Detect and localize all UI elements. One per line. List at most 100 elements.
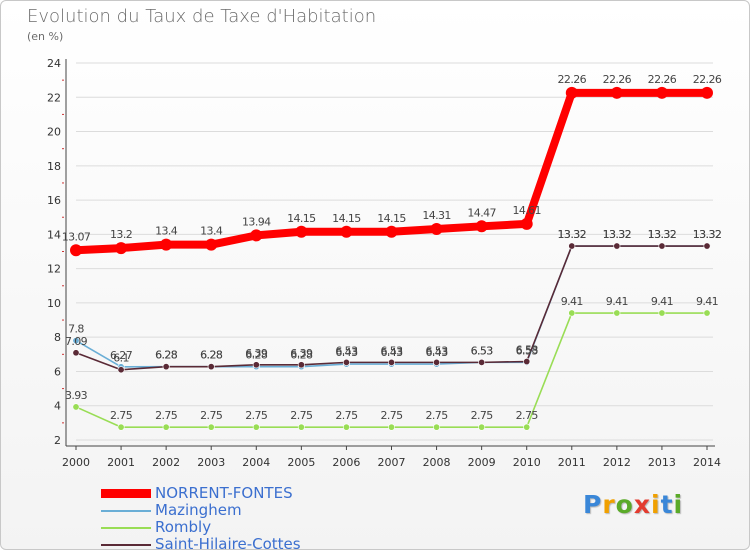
y-tick-label: 6 — [54, 365, 61, 378]
data-point — [72, 403, 80, 411]
data-label: 14.61 — [512, 204, 541, 217]
data-label: 6.43 — [426, 346, 449, 359]
logo-letter: t — [660, 490, 674, 519]
data-point — [117, 423, 125, 431]
data-point — [565, 86, 578, 99]
data-label: 9.41 — [561, 295, 583, 308]
x-tick-label: 2010 — [513, 456, 541, 469]
data-point — [162, 423, 170, 431]
data-point — [252, 423, 260, 431]
data-point — [207, 423, 215, 431]
data-label: 2.75 — [335, 409, 358, 422]
logo-letter: x — [633, 490, 651, 519]
x-tick-label: 2011 — [558, 456, 586, 469]
data-point — [115, 242, 128, 255]
data-label: 13.4 — [200, 225, 223, 238]
data-label: 6.28 — [245, 349, 268, 362]
legend-swatch — [101, 543, 151, 546]
data-label: 13.32 — [693, 228, 722, 241]
data-point — [433, 423, 441, 431]
data-label: 6.27 — [110, 349, 133, 362]
data-point — [297, 361, 305, 369]
legend-label: Mazinghem — [155, 501, 242, 519]
legend-label: Rombly — [155, 518, 212, 536]
data-label: 6.43 — [380, 346, 403, 359]
data-point — [117, 366, 125, 374]
legend-item-rombly[interactable]: Rombly — [101, 519, 301, 536]
logo-letter: o — [615, 490, 634, 519]
data-point — [252, 361, 260, 369]
data-point — [701, 86, 713, 99]
data-label: 7.8 — [68, 323, 84, 336]
data-label: 2.75 — [155, 409, 178, 422]
x-tick-label: 2012 — [603, 456, 631, 469]
x-tick-label: 2005 — [287, 456, 315, 469]
legend-item-mazinghem[interactable]: Mazinghem — [101, 502, 301, 519]
y-tick-label: 18 — [47, 160, 61, 173]
data-label: 9.41 — [606, 295, 628, 308]
y-tick-label: 8 — [54, 331, 61, 344]
logo-letter: i — [651, 490, 661, 519]
legend-swatch — [101, 526, 151, 529]
data-label: 2.75 — [245, 409, 268, 422]
data-label: 2.75 — [110, 409, 133, 422]
x-tick-label: 2006 — [332, 456, 360, 469]
data-label: 9.41 — [696, 295, 718, 308]
y-tick-label: 10 — [47, 297, 61, 310]
data-point — [613, 309, 621, 317]
data-label: 6.28 — [290, 349, 313, 362]
legend-item-saint-hilaire-cottes[interactable]: Saint-Hilaire-Cottes — [101, 536, 301, 553]
data-point — [568, 242, 576, 250]
data-point — [703, 242, 711, 250]
data-label: 13.2 — [110, 228, 132, 241]
chart-title: Evolution du Taux de Taxe d'Habitation — [27, 6, 377, 27]
data-label: 6.43 — [335, 346, 358, 359]
data-point — [295, 225, 308, 238]
data-label: 2.75 — [426, 409, 449, 422]
data-label: 13.32 — [603, 228, 632, 241]
data-point — [207, 363, 215, 371]
data-label: 13.32 — [648, 228, 677, 241]
x-tick-label: 2009 — [468, 456, 496, 469]
data-point — [340, 225, 353, 238]
data-point — [655, 86, 668, 99]
legend-item-norrent-fontes[interactable]: NORRENT-FONTES — [101, 485, 301, 502]
y-tick-label: 14 — [47, 228, 61, 241]
data-label: 2.75 — [290, 409, 313, 422]
x-tick-label: 2008 — [423, 456, 451, 469]
data-point — [70, 244, 82, 257]
data-point — [613, 242, 621, 250]
data-label: 22.26 — [603, 73, 632, 86]
y-tick-label: 24 — [47, 57, 61, 70]
data-point — [160, 238, 173, 251]
x-tick-label: 2001 — [107, 456, 135, 469]
chart-subtitle: (en %) — [27, 30, 64, 43]
data-label: 2.75 — [516, 409, 539, 422]
y-tick-label: 20 — [47, 126, 61, 139]
data-label: 14.15 — [332, 212, 361, 225]
data-label: 13.32 — [693, 228, 722, 241]
data-point — [250, 229, 263, 242]
data-label: 13.32 — [558, 228, 587, 241]
data-point — [658, 242, 666, 250]
data-label: 22.26 — [648, 73, 677, 86]
data-label: 14.15 — [377, 212, 406, 225]
x-tick-label: 2013 — [648, 456, 676, 469]
y-tick-label: 22 — [47, 91, 61, 104]
y-tick-label: 12 — [47, 263, 61, 276]
data-label: 6.53 — [471, 344, 494, 357]
data-point — [520, 217, 533, 230]
data-label: 6.39 — [290, 347, 313, 360]
data-label: 22.26 — [693, 73, 722, 86]
data-label: 14.31 — [422, 209, 451, 222]
data-label: 6.28 — [155, 349, 178, 362]
data-label: 3.93 — [65, 389, 88, 402]
data-label: 13.4 — [155, 225, 178, 238]
legend-label: NORRENT-FONTES — [155, 484, 293, 502]
x-tick-label: 2000 — [62, 456, 90, 469]
data-label: 14.47 — [467, 206, 496, 219]
data-label: 13.32 — [558, 228, 587, 241]
data-point — [478, 358, 486, 366]
